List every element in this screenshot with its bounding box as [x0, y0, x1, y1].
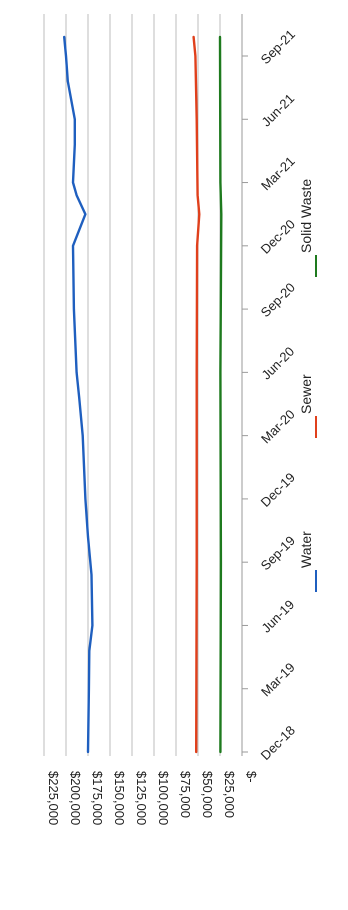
value-tick-label: $50,000	[200, 771, 215, 818]
category-label: Jun-21	[258, 91, 297, 130]
category-label: Jun-19	[258, 597, 297, 636]
category-axis-labels: Dec-18 Mar-19 Jun-19 Sep-19 Dec-19 Mar-20 Jun-…	[258, 27, 298, 763]
value-tick-label: $125,000	[134, 771, 149, 825]
value-tick-label: $25,000	[222, 771, 237, 818]
plot-area	[43, 14, 248, 756]
legend: Water Sewer Solid Waste	[298, 179, 317, 592]
category-label: Jun-20	[258, 344, 297, 383]
value-tick-label: $150,000	[112, 771, 127, 825]
category-label: Sep-20	[258, 280, 298, 320]
value-tick-label: $200,000	[68, 771, 83, 825]
category-label: Dec-20	[258, 217, 298, 257]
value-axis-labels: $225,000 $200,000 $175,000 $150,000 $125,000…	[46, 771, 259, 825]
series-line-sewer	[192, 35, 201, 754]
category-label: Dec-19	[258, 470, 298, 510]
value-tick-label: $75,000	[178, 771, 193, 818]
category-label: Mar-20	[258, 407, 298, 447]
category-label: Sep-21	[258, 27, 298, 67]
series-line-solid-waste	[218, 35, 223, 754]
category-label: Mar-19	[258, 660, 298, 700]
series-layer	[63, 35, 223, 754]
legend-label-solid-waste: Solid Waste	[298, 179, 314, 253]
value-tick-label: $225,000	[46, 771, 61, 825]
category-label: Sep-19	[258, 533, 298, 573]
category-label: Dec-18	[258, 723, 298, 763]
legend-label-sewer: Sewer	[298, 374, 314, 414]
category-label: Mar-21	[258, 153, 298, 193]
value-tick-label: $-	[244, 771, 259, 783]
value-tick-label: $175,000	[90, 771, 105, 825]
legend-label-water: Water	[298, 531, 314, 568]
category-ticks	[242, 55, 248, 753]
value-tick-label: $100,000	[156, 771, 171, 825]
series-line-water	[63, 35, 94, 754]
